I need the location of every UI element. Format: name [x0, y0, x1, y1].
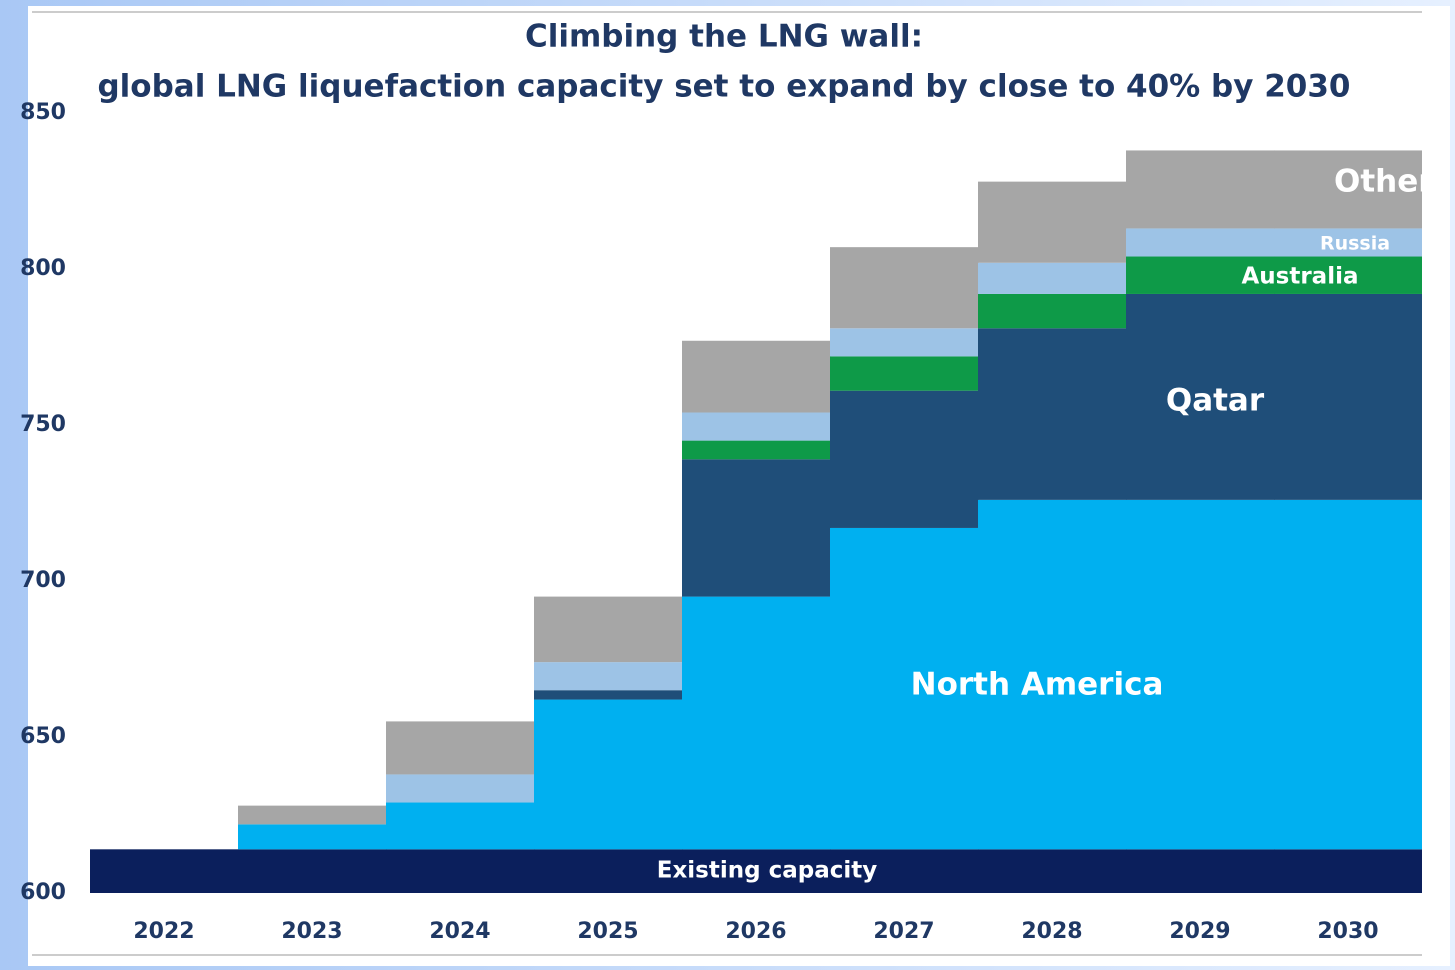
bar-segment — [682, 849, 831, 893]
bar-segment — [386, 849, 535, 893]
bar-segment — [978, 262, 1127, 294]
x-tick-label: 2023 — [281, 919, 342, 944]
bar-segment — [830, 328, 979, 357]
bar-segment — [534, 849, 683, 893]
bar-segment — [1274, 228, 1422, 257]
bar-segment — [1126, 293, 1275, 500]
bar-segment — [1126, 499, 1275, 850]
y-tick-label: 650 — [20, 724, 66, 749]
y-tick-label: 600 — [20, 880, 66, 905]
x-tick-label: 2022 — [133, 919, 194, 944]
bar-segment — [534, 662, 683, 691]
bar-segment — [534, 596, 683, 663]
bar-segment — [682, 440, 831, 460]
x-tick-label: 2024 — [429, 919, 490, 944]
bar-segment — [830, 849, 979, 893]
chart-title: Climbing the LNG wall: — [525, 19, 923, 55]
x-tick-label: 2026 — [725, 919, 786, 944]
bar-segment — [386, 802, 535, 850]
y-tick-label: 750 — [20, 412, 66, 437]
bar-segment — [1274, 150, 1422, 229]
bar-segment — [682, 459, 831, 597]
bar-segment — [1126, 849, 1275, 893]
bar-segment — [1126, 228, 1275, 257]
bar-segment — [238, 849, 387, 893]
series-label: North America — [911, 667, 1164, 703]
bar-segment — [386, 774, 535, 803]
x-tick-label: 2030 — [1317, 919, 1378, 944]
bar-segment — [978, 499, 1127, 850]
bar-segment — [1274, 499, 1422, 850]
series-label: Existing capacity — [657, 858, 878, 884]
bar-segment — [90, 849, 239, 893]
plot-area: Existing capacity North America Qatar Austr… — [90, 150, 1434, 893]
series-label: Russia — [1320, 233, 1390, 255]
bar-segment — [386, 721, 535, 775]
x-tick-label: 2025 — [577, 919, 638, 944]
bar-segment — [830, 527, 979, 850]
bar-segment — [534, 699, 683, 850]
y-tick-label: 700 — [20, 568, 66, 593]
series-label: Qatar — [1166, 383, 1265, 419]
bar-segment — [978, 849, 1127, 893]
bar-segment — [238, 805, 387, 825]
bar-segment — [830, 247, 979, 329]
bar-segment — [682, 596, 831, 850]
x-tick-label: 2028 — [1021, 919, 1082, 944]
bar-segment — [1126, 256, 1275, 294]
bar-segment — [978, 328, 1127, 500]
series-label: Australia — [1241, 264, 1358, 290]
bar-segment — [1274, 293, 1422, 500]
bar-segment — [238, 824, 387, 850]
bar-segment — [830, 390, 979, 528]
bar-segment — [978, 181, 1127, 263]
x-tick-label: 2027 — [873, 919, 934, 944]
bar-segment — [978, 293, 1127, 329]
bar-segment — [1126, 150, 1275, 229]
bar-segment — [682, 340, 831, 413]
chart-subtitle: global LNG liquefaction capacity set to … — [97, 69, 1350, 105]
y-tick-label: 800 — [20, 256, 66, 281]
bar-segment — [1274, 256, 1422, 294]
bar-segment — [830, 356, 979, 391]
x-tick-label: 2029 — [1169, 919, 1230, 944]
bar-segment — [682, 412, 831, 441]
bar-segment — [534, 690, 683, 700]
y-tick-label: 850 — [20, 100, 66, 125]
bar-segment — [1274, 849, 1422, 893]
series-label: Other — [1334, 164, 1434, 200]
